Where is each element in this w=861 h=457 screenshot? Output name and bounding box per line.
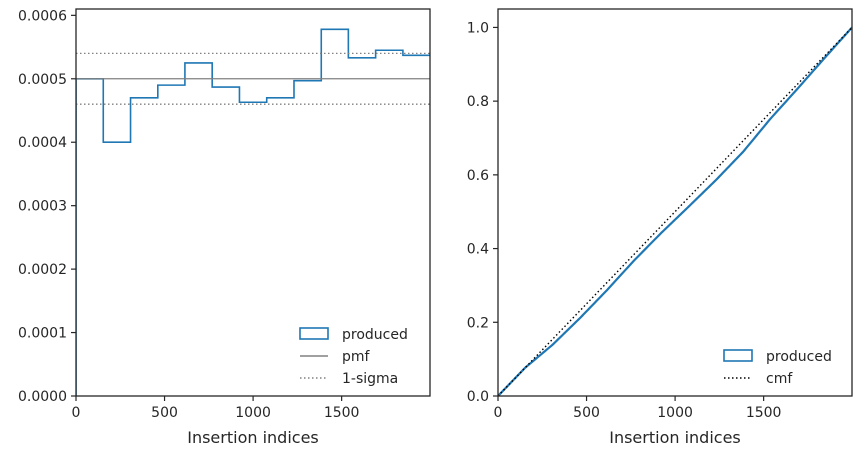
y-tick-label: 0.0001 (18, 326, 67, 342)
x-tick-label: 500 (151, 405, 178, 421)
y-tick-label: 0.6 (467, 168, 489, 184)
x-tick-label: 500 (573, 405, 600, 421)
legend-label: produced (342, 327, 408, 343)
y-tick-label: 0.0 (467, 389, 489, 405)
plot-area (498, 26, 852, 396)
y-tick-label: 0.0004 (18, 135, 67, 151)
right-cumulative-panel: 0 500 1000 1500 0.0 0.2 0.4 0.6 0.8 1.0 Insertion … (467, 8, 853, 447)
y-tick-label: 0.8 (467, 94, 489, 110)
y-tick-label: 0.0002 (18, 262, 67, 278)
left-histogram-panel: 0 500 1000 1500 0.0000 0.0001 0.0002 0.0003 0.00… (18, 8, 431, 447)
series-produced-step-line (76, 28, 430, 396)
plot-area (76, 28, 430, 396)
legend-label: 1-sigma (342, 371, 398, 387)
y-tick-label: 0.0003 (18, 199, 67, 215)
x-tick-label: 0 (494, 405, 503, 421)
x-axis-label: Insertion indices (609, 428, 741, 447)
series-produced-curve (498, 26, 852, 396)
legend-key-produced (299, 327, 329, 340)
x-tick-label: 1500 (746, 405, 782, 421)
legend-key-produced (723, 349, 753, 362)
y-tick-label: 0.0006 (18, 8, 67, 24)
legend-label: pmf (342, 349, 371, 365)
y-tick-label: 0.2 (467, 315, 489, 331)
legend: produced pmf 1-sigma (299, 327, 408, 387)
y-tick-label: 1.0 (467, 20, 489, 36)
legend-label: cmf (766, 371, 793, 387)
y-tick-label: 0.0005 (18, 72, 67, 88)
legend: produced cmf (723, 349, 832, 387)
axes-frame (497, 8, 853, 397)
x-axis-label: Insertion indices (187, 428, 319, 447)
series-cmf-line (498, 26, 852, 396)
x-tick-label: 0 (72, 405, 81, 421)
y-tick-label: 0.0000 (18, 389, 67, 405)
x-tick-label: 1000 (235, 405, 271, 421)
y-tick-label: 0.4 (467, 242, 489, 258)
legend-label: produced (766, 349, 832, 365)
x-tick-label: 1000 (657, 405, 693, 421)
x-tick-label: 1500 (324, 405, 360, 421)
